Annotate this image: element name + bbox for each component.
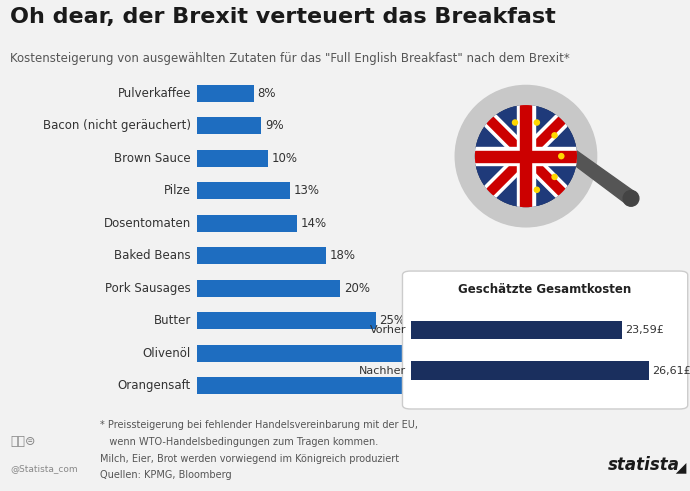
Text: ⒸⒾ⊜: ⒸⒾ⊜ bbox=[10, 435, 36, 447]
Bar bbox=[197, 215, 297, 232]
Text: 30%: 30% bbox=[415, 347, 442, 359]
Text: wenn WTO-Handelsbedingungen zum Tragen kommen.: wenn WTO-Handelsbedingungen zum Tragen k… bbox=[100, 437, 378, 447]
Bar bbox=[197, 345, 412, 361]
Text: statista: statista bbox=[608, 456, 680, 474]
Polygon shape bbox=[486, 117, 565, 195]
Text: Dosentomaten: Dosentomaten bbox=[104, 217, 191, 230]
Circle shape bbox=[534, 187, 540, 192]
Circle shape bbox=[534, 120, 540, 125]
Text: 13%: 13% bbox=[293, 184, 319, 197]
Bar bbox=[517, 105, 535, 207]
Text: Pulverkaffee: Pulverkaffee bbox=[117, 86, 191, 100]
Bar bbox=[197, 247, 326, 264]
Text: Pork Sausages: Pork Sausages bbox=[105, 282, 191, 295]
Text: @Statista_com: @Statista_com bbox=[10, 464, 78, 473]
Bar bbox=[197, 84, 254, 102]
Text: Orangensaft: Orangensaft bbox=[118, 379, 191, 392]
Text: 20%: 20% bbox=[344, 282, 370, 295]
Text: Geschätzte Gesamtkosten: Geschätzte Gesamtkosten bbox=[458, 283, 632, 296]
Text: 23,59£: 23,59£ bbox=[625, 325, 664, 335]
Text: Oh dear, der Brexit verteuert das Breakfast: Oh dear, der Brexit verteuert das Breakf… bbox=[10, 7, 556, 27]
Text: 34%: 34% bbox=[444, 379, 470, 392]
Bar bbox=[475, 151, 577, 162]
Circle shape bbox=[623, 191, 639, 206]
Text: Nachher: Nachher bbox=[359, 365, 406, 376]
Circle shape bbox=[513, 120, 518, 125]
Text: Olivenöl: Olivenöl bbox=[143, 347, 191, 359]
Polygon shape bbox=[484, 114, 568, 198]
Polygon shape bbox=[484, 114, 568, 198]
Text: Butter: Butter bbox=[154, 314, 191, 327]
Circle shape bbox=[455, 85, 597, 227]
Text: 14%: 14% bbox=[301, 217, 327, 230]
Bar bbox=[411, 361, 649, 380]
Bar bbox=[197, 117, 262, 134]
Text: Baked Beans: Baked Beans bbox=[115, 249, 191, 262]
Text: 25%: 25% bbox=[380, 314, 406, 327]
Circle shape bbox=[467, 97, 585, 215]
Bar bbox=[197, 312, 376, 329]
Text: Pilze: Pilze bbox=[164, 184, 191, 197]
Bar bbox=[411, 321, 622, 339]
Bar bbox=[520, 105, 531, 207]
Text: 10%: 10% bbox=[272, 152, 298, 164]
FancyBboxPatch shape bbox=[402, 271, 688, 409]
Bar bbox=[197, 182, 290, 199]
Text: Milch, Eier, Brot werden vorwiegend im Königreich produziert: Milch, Eier, Brot werden vorwiegend im K… bbox=[100, 454, 400, 464]
Circle shape bbox=[559, 154, 564, 159]
Text: Vorher: Vorher bbox=[370, 325, 406, 335]
Bar bbox=[475, 147, 577, 165]
Text: Quellen: KPMG, Bloomberg: Quellen: KPMG, Bloomberg bbox=[100, 470, 232, 480]
Text: 9%: 9% bbox=[265, 119, 284, 132]
Bar bbox=[197, 280, 340, 297]
Text: * Preissteigerung bei fehlender Handelsvereinbarung mit der EU,: * Preissteigerung bei fehlender Handelsv… bbox=[100, 420, 418, 430]
Circle shape bbox=[552, 133, 557, 138]
Text: Bacon (nicht geräuchert): Bacon (nicht geräuchert) bbox=[43, 119, 191, 132]
Text: Kostensteigerung von ausgewählten Zutaten für das "Full English Breakfast" nach : Kostensteigerung von ausgewählten Zutate… bbox=[10, 52, 570, 64]
Text: Brown Sauce: Brown Sauce bbox=[115, 152, 191, 164]
Text: ◢: ◢ bbox=[667, 460, 687, 474]
Bar bbox=[197, 150, 268, 166]
Text: 26,61£: 26,61£ bbox=[652, 365, 690, 376]
Text: 8%: 8% bbox=[257, 86, 276, 100]
Circle shape bbox=[475, 105, 577, 207]
Circle shape bbox=[552, 174, 557, 180]
Polygon shape bbox=[573, 148, 634, 205]
Polygon shape bbox=[486, 117, 565, 195]
Bar bbox=[197, 377, 440, 394]
Text: 18%: 18% bbox=[329, 249, 355, 262]
